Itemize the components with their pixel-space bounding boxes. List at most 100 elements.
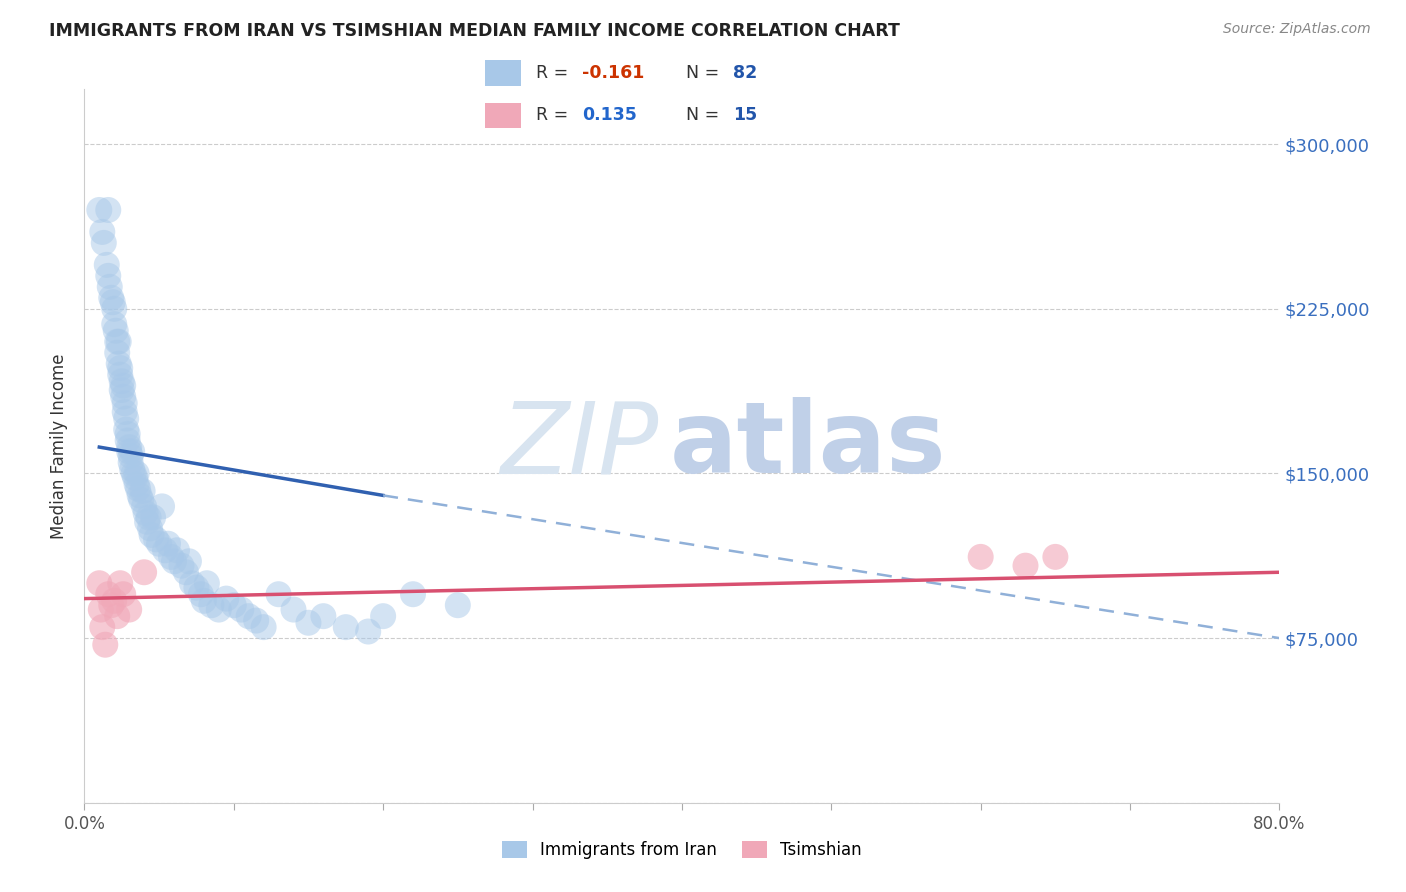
Point (97, 268, 120, 283)
Point (97, 587, 120, 601)
Point (98, 280, 121, 294)
Point (96, 258, 118, 272)
Point (222, 598, 245, 612)
Point (110, 368, 132, 382)
Text: 0.135: 0.135 (582, 106, 637, 124)
Point (245, 614, 267, 628)
Point (118, 440, 141, 454)
Point (357, 624, 380, 639)
Point (195, 576, 218, 591)
Point (150, 500, 173, 514)
Point (1014, 558, 1036, 573)
Point (148, 537, 170, 551)
Point (186, 581, 208, 595)
Text: ZIP: ZIP (499, 398, 658, 494)
FancyBboxPatch shape (485, 61, 522, 86)
Point (193, 594, 215, 608)
Point (103, 317, 125, 331)
Point (110, 361, 132, 376)
Point (117, 426, 139, 441)
Text: R =: R = (536, 64, 574, 82)
Point (1045, 549, 1067, 564)
Legend: Immigrants from Iran, Tsimshian: Immigrants from Iran, Tsimshian (495, 834, 869, 866)
Point (153, 543, 176, 558)
Point (127, 482, 149, 496)
Text: Source: ZipAtlas.com: Source: ZipAtlas.com (1223, 22, 1371, 37)
Point (142, 510, 165, 524)
Point (89, 576, 111, 591)
Point (231, 602, 253, 616)
Point (132, 500, 156, 514)
Point (103, 301, 125, 316)
Point (107, 357, 129, 371)
Point (100, 291, 122, 305)
Point (103, 594, 125, 608)
Point (129, 492, 152, 507)
Point (970, 549, 993, 564)
Point (190, 587, 212, 601)
Point (215, 591, 238, 606)
Point (94, 638, 117, 652)
Point (174, 566, 197, 580)
Point (253, 620, 276, 634)
Point (128, 488, 150, 502)
Point (200, 598, 222, 612)
Text: 82: 82 (733, 64, 756, 82)
Point (297, 615, 319, 630)
Point (111, 374, 134, 388)
Point (117, 434, 139, 448)
Point (125, 477, 148, 491)
FancyBboxPatch shape (485, 103, 522, 128)
Text: N =: N = (686, 106, 725, 124)
Point (121, 444, 143, 458)
Point (125, 467, 148, 481)
Point (120, 449, 142, 463)
Point (402, 587, 425, 601)
Text: atlas: atlas (671, 398, 946, 494)
Point (104, 324, 127, 338)
Point (163, 554, 186, 568)
Point (141, 528, 163, 542)
Point (118, 444, 141, 458)
Point (177, 554, 200, 568)
Text: 15: 15 (733, 106, 756, 124)
Point (89, 202, 111, 217)
Point (135, 506, 157, 520)
Point (90, 602, 112, 616)
Point (91, 225, 114, 239)
Point (447, 598, 470, 612)
Point (238, 609, 260, 624)
Point (145, 533, 167, 547)
Point (112, 378, 135, 392)
Point (181, 576, 204, 591)
Point (170, 558, 193, 573)
Point (93, 235, 115, 250)
Point (112, 587, 135, 601)
Point (160, 549, 183, 564)
Point (105, 609, 128, 624)
Point (114, 396, 136, 410)
Point (112, 390, 135, 404)
Text: R =: R = (536, 106, 574, 124)
Point (91, 620, 114, 634)
Text: -0.161: -0.161 (582, 64, 644, 82)
Point (120, 455, 142, 469)
Point (373, 609, 395, 624)
Point (283, 602, 305, 616)
Text: IMMIGRANTS FROM IRAN VS TSIMSHIAN MEDIAN FAMILY INCOME CORRELATION CHART: IMMIGRANTS FROM IRAN VS TSIMSHIAN MEDIAN… (49, 22, 900, 40)
Point (105, 334, 128, 349)
Point (111, 383, 134, 397)
Point (131, 483, 153, 498)
Point (208, 602, 231, 616)
Point (121, 462, 143, 476)
Point (132, 566, 156, 580)
Point (122, 467, 145, 481)
Point (166, 543, 188, 558)
Point (97, 202, 120, 217)
Point (105, 345, 128, 359)
Point (335, 620, 357, 634)
Point (118, 602, 141, 616)
Point (115, 423, 138, 437)
Point (114, 405, 136, 419)
Point (312, 609, 335, 624)
